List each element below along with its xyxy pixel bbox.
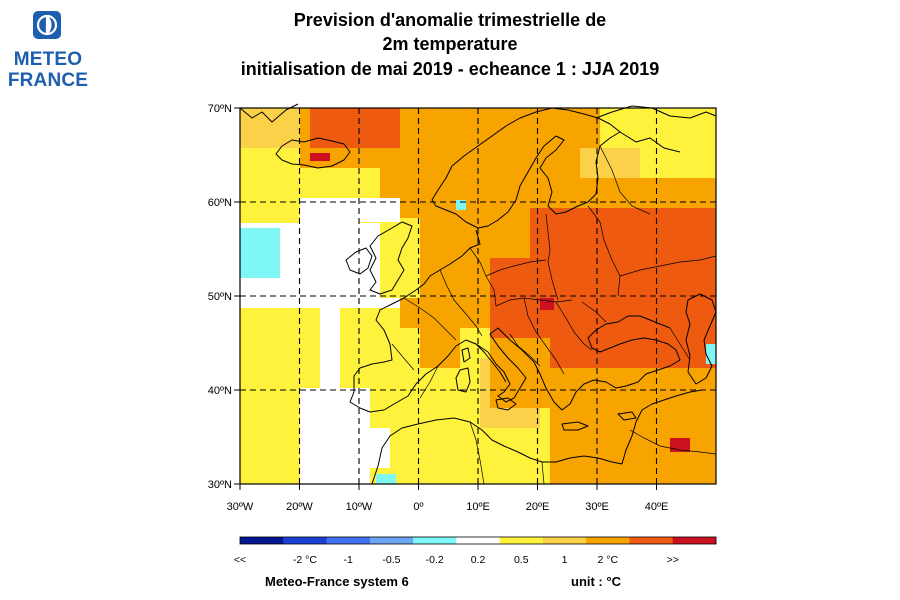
colorbar-segment [586,537,630,544]
unit-label: unit : °C [571,574,621,589]
longitude-label: 30ºE [585,501,609,513]
title-line-2: 2m temperature [382,34,518,54]
longitude-labels: 30ºW 20ºW 10ºW 0º 10ºE 20ºE 30ºE 40ºE [227,484,669,513]
colorbar-segment [456,537,500,544]
anomaly-region [706,344,716,364]
longitude-label: 20ºE [526,501,550,513]
colorbar-segment [499,537,544,544]
colorbar-label: 0.5 [514,554,529,566]
coastlines-and-borders [239,103,717,485]
anomaly-region [240,228,280,278]
anomaly-region [580,148,640,178]
anomaly-region [310,108,400,148]
colorbar-label: 0.2 [471,554,486,566]
colorbar-frame [239,536,717,545]
meteo-france-logo: METEO FRANCE [6,8,90,92]
latitude-labels: 70ºN 60ºN 50ºN 40ºN 30ºN [208,103,240,491]
colorbar-segment [369,537,414,544]
anomaly-region [300,198,360,308]
anomaly-region [550,358,716,484]
colorbar-label: -1 [344,554,353,566]
country-borders [391,145,717,485]
longitude-label: 30ºW [227,501,254,513]
longitude-label: 10ºE [466,501,490,513]
title-line-3: initialisation de mai 2019 - echeance 1 … [240,59,660,79]
anomaly-region [420,308,460,368]
colorbar-label: >> [667,554,679,566]
model-system-label: Meteo-France system 6 [265,574,409,589]
title-line-1: Prevision d'anomalie trimestrielle de [293,10,607,30]
colorbar [239,536,717,545]
anomaly-region [310,153,330,161]
colorbar-labels: << -2 °C -1 -0.5 -0.2 0.2 0.5 1 2 °C >> [234,554,679,566]
colorbar-segment [672,537,717,544]
latitude-label: 70ºN [208,103,232,115]
longitude-label: 10ºW [346,501,373,513]
logo-text-france: FRANCE [7,70,89,91]
anomaly-region [300,388,370,484]
colorbar-label: << [234,554,246,566]
latitude-label: 40ºN [208,385,232,397]
anomaly-region [540,298,554,310]
colorbar-label: -0.5 [382,554,400,566]
colorbar-label: -0.2 [426,554,444,566]
colorbar-segment [629,537,674,544]
latitude-label: 30ºN [208,479,232,491]
logo-text-meteo: METEO [13,49,83,70]
latitude-label: 50ºN [208,291,232,303]
colorbar-segment [542,537,587,544]
meteo-france-logo-icon [33,11,61,39]
lat-lon-grid [240,107,716,484]
colorbar-segment [240,537,284,544]
colorbar-segment [326,537,371,544]
colorbar-segment [413,537,457,544]
colorbar-label: -2 °C [293,554,317,566]
anomaly-region [376,474,396,484]
anomaly-region [370,428,390,468]
anomaly-region [670,438,690,452]
colorbar-label: 1 [562,554,568,566]
anomaly-region [380,218,420,298]
anomaly-region [456,200,466,210]
longitude-label: 0º [413,501,423,513]
longitude-label: 20ºW [286,501,313,513]
longitude-label: 40ºE [645,501,669,513]
latitude-label: 60ºN [208,197,232,209]
colorbar-segment [283,537,327,544]
colorbar-label: 2 °C [598,554,619,566]
